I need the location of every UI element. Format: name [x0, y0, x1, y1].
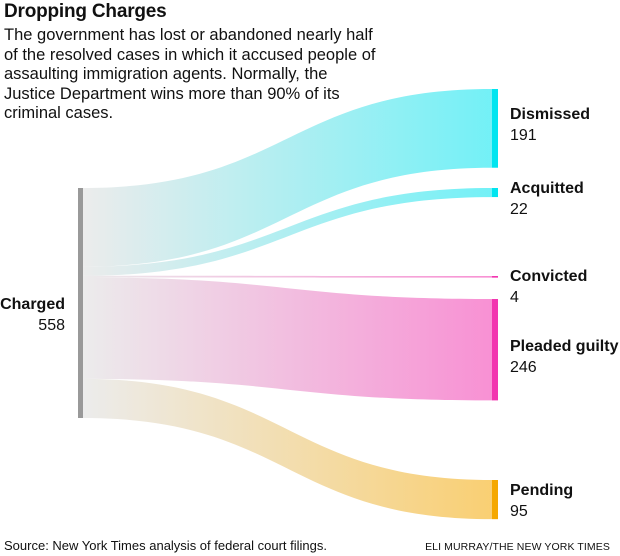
target-value-pending: 95 — [510, 503, 528, 520]
target-value-acquitted: 22 — [510, 201, 528, 218]
target-value-dismissed: 191 — [510, 127, 537, 144]
source-node-value: 558 — [38, 317, 65, 334]
chart-title: Dropping Charges — [4, 1, 167, 22]
target-label-pending: Pending — [510, 482, 573, 499]
flow-convicted — [83, 275, 492, 278]
target-label-convicted: Convicted — [510, 268, 587, 285]
target-bar-dismissed — [492, 89, 498, 168]
flow-pending — [83, 378, 492, 520]
target-bar-acquitted — [492, 188, 498, 198]
target-bar-convicted — [492, 276, 498, 278]
flow-acquitted — [83, 188, 492, 276]
target-label-dismissed: Dismissed — [510, 106, 590, 123]
source-node-label: Charged — [0, 296, 65, 313]
source-node-bar — [78, 188, 83, 418]
target-label-acquitted: Acquitted — [510, 180, 584, 197]
target-bars-group — [492, 89, 498, 520]
flow-dismissed — [83, 89, 492, 267]
flow-pleaded-guilty — [83, 277, 492, 401]
labels-group: Charged 558 Dismissed 191 Acquitted 22 Convi… — [0, 106, 618, 520]
target-value-convicted: 4 — [510, 289, 519, 306]
chart-source-note: Source: New York Times analysis of feder… — [4, 538, 327, 553]
target-label-pleaded-guilty: Pleaded guilty — [510, 338, 619, 355]
flows-group — [83, 89, 492, 520]
target-value-pleaded-guilty: 246 — [510, 359, 537, 376]
chart-subtitle: The government has lost or abandoned nea… — [4, 26, 376, 123]
target-bar-pending — [492, 480, 498, 520]
target-bar-pleaded-guilty — [492, 299, 498, 401]
chart-credit: ELI MURRAY/THE NEW YORK TIMES — [425, 541, 610, 553]
